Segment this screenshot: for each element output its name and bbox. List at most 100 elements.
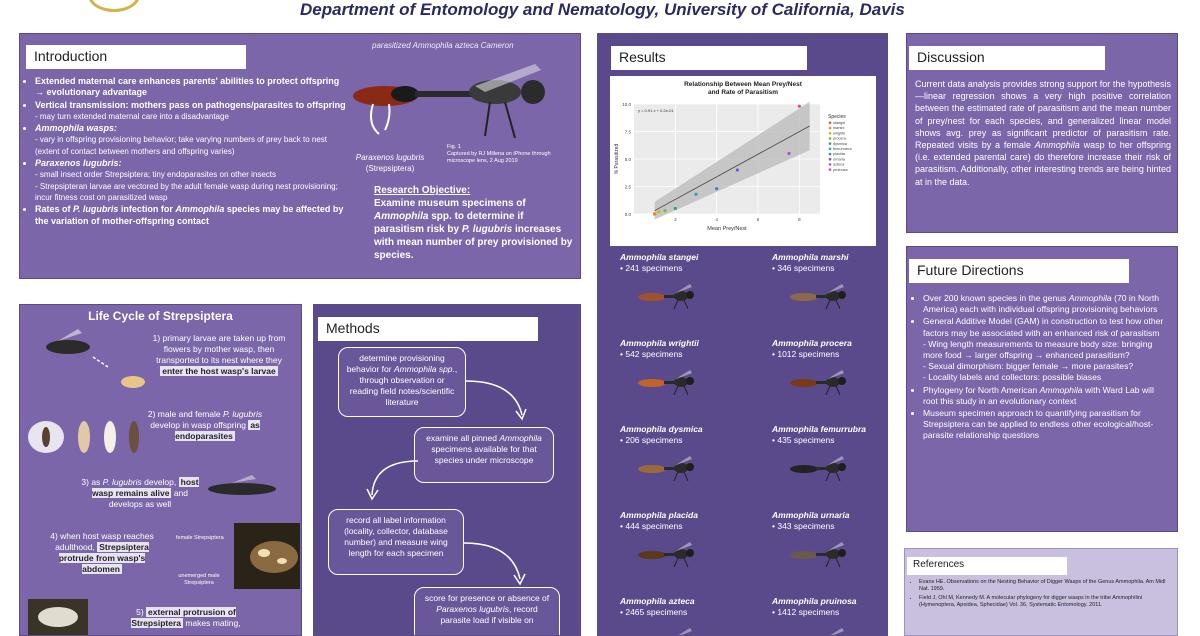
introduction-title: Introduction [26,45,246,69]
m1-a: determine provisioning behavior for [346,353,445,374]
intro-bullet-2-text: Vertical transmission: mothers pass on p… [35,99,346,110]
legend-swatch [828,163,832,166]
data-point [715,187,719,191]
species-name: Ammophila wrightii [620,338,699,348]
introduction-bullets: Extended maternal care enhances parents'… [23,76,348,228]
future-directions-title: Future Directions [909,259,1129,283]
life-cycle-panel: Life Cycle of Strepsiptera 1) primary la… [19,304,302,636]
future-bullets: Over 200 known species in the genus Ammo… [911,293,1169,443]
flow-arrow-1 [465,380,527,421]
introduction-panel: Introduction Extended maternal care enha… [19,33,581,279]
obj-3: spp. to determine if parasitism risk by [374,211,524,235]
intro-bullet-4-text: Paraxenos lugubris: [35,158,122,169]
poster-header: Department of Entomology and Nematology,… [0,0,1200,26]
m1-c: , through observation or reading field n… [349,364,458,407]
methods-title: Methods [318,317,538,341]
step5-c: makes mating, [182,618,241,628]
legend-swatch [828,121,832,125]
discussion-text: Current data analysis provides strong su… [915,78,1171,188]
m4-c: , record parasite load if visible on [440,604,538,625]
wasp-specimen-photo [638,456,694,482]
step2-b: P. lugubris [223,409,263,419]
paraxenos-label: Paraxenos lugubris (Strepsiptera) [350,152,430,175]
y-tick-label: 0.0 [625,212,632,217]
legend-label: stangei [833,121,845,125]
obj-5: increases with mean number of prey provi… [374,224,573,261]
y-tick-label: 10.0 [622,102,631,107]
future-bullet-2: General Additive Model (GAM) in construc… [923,316,1169,383]
references-title: References [907,557,1067,575]
species-entry: Ammophila placida • 444 specimens [620,510,732,532]
obj-2: Ammophila [374,211,429,222]
life-step-3: 3) as P. lugubris develop, host wasp rem… [80,477,200,510]
method-step-4: score for presence or absence of Paraxen… [414,587,560,635]
emerged-strepsiptera-photo [234,523,300,589]
results-panel: Results Relationship Between Mean Prey/N… [597,33,888,636]
intro-bullet-4-sub1: - small insect order Strepsiptera; tiny … [35,170,277,180]
species-entry: Ammophila urnaria • 343 specimens [772,510,884,532]
species-entry: Ammophila procera • 1012 specimens [772,338,884,360]
wasp-specimen-photo [678,628,692,635]
future-bullet-4: Museum specimen approach to quantifying … [923,408,1169,442]
intro-b5b: P. lugubris [73,204,119,215]
intro-bullet-4-sub2: - Strepsipteran larvae are vectored by t… [35,181,338,202]
legend-swatch [828,168,832,171]
life-step-1: 1) primary larvae are taken up from flow… [144,333,294,377]
x-tick-label: 2 [674,217,677,222]
disc-1: Current data analysis provides strong su… [915,79,1171,151]
data-point [657,210,661,214]
species-name: Ammophila azteca [620,596,695,606]
photo-caption: parasitized Ammophila azteca Cameron [372,41,514,50]
species-name: Ammophila pruinosa [772,596,857,606]
para-label-2: (Strepsiptera) [365,164,415,174]
flow-arrow-2 [366,460,419,501]
wasp-specimen-photo [790,456,846,482]
intro-b5d: Ammophila [175,204,225,215]
fb2-s1: - Wing length measurements to measure bo… [923,338,1153,361]
species-count: • 542 specimens [620,349,683,359]
m4-b: Paraxenos lugubris [436,604,509,614]
step3-e: and develops as well [108,488,189,509]
m1-b: Ammophila spp. [393,364,455,374]
discussion-title: Discussion [909,46,1105,70]
wasp-specimen-photo [790,370,846,396]
intro-b5e: species may be affected by the variation… [35,204,344,226]
wasp-specimen-photo [638,284,694,310]
data-point [787,151,791,156]
chart-title-line-1: Relationship Between Mean Prey/Nest [684,81,803,88]
species-entry: Ammophila stangei • 241 specimens [620,252,732,274]
method-step-1: determine provisioning behavior for Ammo… [338,347,466,417]
species-count: • 206 specimens [620,435,683,445]
wasp-specimen-photo [790,542,846,568]
step3-a: 3) as [81,477,103,487]
y-tick-label: 2.5 [625,185,632,190]
fb3-c: with Ward Lab will root this study in an… [923,384,1154,406]
fb1-a: Over 200 known species in the genus [923,293,1069,303]
figure-caption: Fig. 1 Captured by RJ Millena on iPhone … [447,144,551,164]
intro-bullet-1: Extended maternal care enhances parents'… [35,76,348,99]
m2-b: Ammophila [499,433,542,443]
regression-line [654,125,810,212]
species-count: • 444 specimens [620,521,683,531]
future-bullet-3: Phylogeny for North American Ammophila w… [923,385,1169,407]
step1-a: 1) primary larvae are taken up from flow… [152,333,286,365]
data-point [694,192,698,196]
wasp-specimen-photo [638,370,694,396]
intro-bullet-3-sub: - vary in offspring provisioning behavio… [35,135,327,156]
y-axis-label: % Parasitized [614,144,620,175]
legend-label: pruinosa [833,168,848,172]
legend-swatch [828,147,832,151]
step4-a: 4) when host wasp reaches adulthood, [50,531,154,552]
species-entry: Ammophila azteca • 2465 specimens [620,596,732,618]
y-tick-label: 7.5 [625,130,632,135]
legend-label: marshi [833,126,845,130]
legend-swatch [828,137,832,140]
species-entry: Ammophila marshi • 346 specimens [772,252,884,274]
life-step-5: 5) external protrusion of Strepsiptera m… [116,607,256,629]
reference-2: Field J, Ohl M, Kennedy M. A molecular p… [919,595,1175,608]
references-panel: References Evans HE. Observations on the… [904,548,1178,636]
step2-c: develop in wasp offspring [150,420,249,430]
m2-c: specimens available for that species und… [431,444,537,465]
university-seal-logo [88,0,140,12]
legend-swatch [828,131,832,135]
